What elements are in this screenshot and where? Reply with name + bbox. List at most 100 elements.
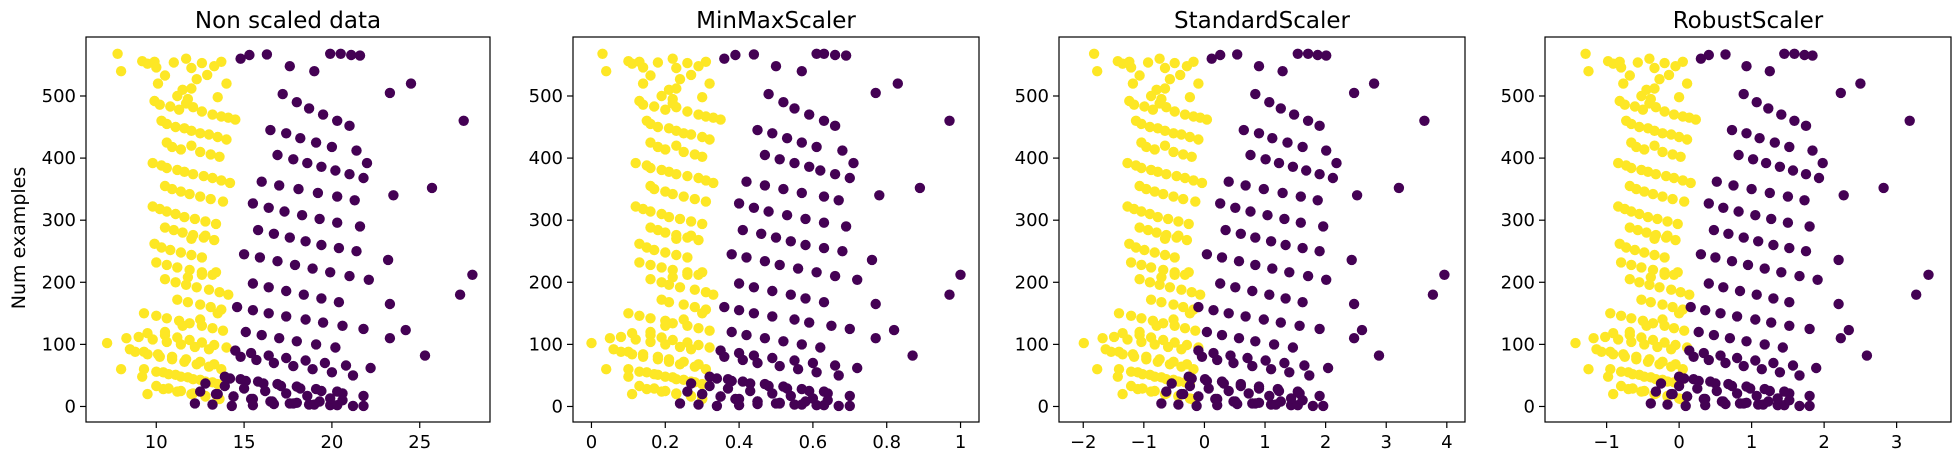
- y-tick-label: 200: [1501, 272, 1535, 293]
- data-point: [1688, 351, 1699, 362]
- data-point: [289, 259, 301, 271]
- data-point: [1208, 305, 1219, 316]
- data-point: [1228, 357, 1239, 369]
- data-point: [1663, 69, 1675, 81]
- data-point: [1652, 341, 1663, 353]
- data-point: [224, 177, 236, 189]
- data-point: [637, 78, 649, 89]
- data-point: [1835, 87, 1847, 99]
- data-point: [1183, 267, 1194, 278]
- data-point: [1297, 141, 1308, 153]
- data-point: [829, 120, 841, 131]
- data-point: [826, 320, 837, 331]
- data-point: [172, 262, 183, 273]
- data-point: [1223, 176, 1234, 187]
- data-point: [170, 277, 181, 288]
- chart-panel-standardscaler: −2 −1 0 1 2 3 4 0 100 200 300 400 500 StandardScaler: [1015, 8, 1466, 453]
- data-point: [159, 326, 171, 338]
- data-point: [792, 364, 804, 375]
- data-point: [1264, 390, 1275, 402]
- data-point: [781, 210, 793, 221]
- data-point: [1264, 97, 1275, 108]
- data-point: [1750, 210, 1761, 221]
- data-point: [1190, 196, 1201, 207]
- data-point: [205, 193, 216, 205]
- data-point: [1196, 177, 1208, 189]
- data-point: [363, 274, 374, 285]
- data-point: [216, 56, 227, 67]
- data-point: [759, 256, 771, 267]
- data-point: [1284, 367, 1295, 378]
- data-point: [205, 149, 216, 160]
- data-point: [818, 115, 830, 127]
- data-point: [337, 395, 348, 406]
- data-point: [1812, 274, 1823, 285]
- data-point: [1642, 166, 1654, 177]
- data-point: [1216, 252, 1228, 263]
- data-point: [159, 274, 171, 285]
- data-point: [351, 246, 362, 257]
- data-point: [719, 351, 730, 362]
- data-point: [1212, 400, 1223, 411]
- data-point: [333, 297, 345, 308]
- data-point: [1240, 180, 1251, 191]
- data-point: [1662, 399, 1673, 410]
- data-point: [1280, 239, 1291, 251]
- data-point: [161, 336, 172, 348]
- data-point: [1158, 188, 1169, 200]
- data-point: [829, 270, 841, 282]
- data-point: [1233, 333, 1245, 344]
- data-point: [1759, 339, 1770, 350]
- data-point: [660, 320, 671, 331]
- data-point: [268, 357, 280, 369]
- data-point: [693, 323, 704, 334]
- data-point: [1215, 198, 1226, 209]
- data-point: [1639, 339, 1650, 350]
- data-point: [281, 352, 292, 364]
- data-point: [1178, 301, 1189, 313]
- data-point: [291, 336, 302, 347]
- data-point: [645, 313, 656, 324]
- data-point: [1318, 221, 1329, 232]
- data-point: [219, 380, 230, 392]
- data-point: [195, 191, 206, 202]
- data-point: [800, 396, 811, 407]
- chart-title: Non scaled data: [195, 8, 381, 34]
- data-point: [1738, 232, 1749, 243]
- data-point: [689, 301, 700, 313]
- data-point: [1629, 244, 1641, 256]
- data-point: [138, 346, 150, 357]
- data-point: [1151, 320, 1162, 331]
- data-point: [1142, 224, 1154, 236]
- data-point: [1631, 183, 1642, 195]
- x-tick-label: 0.2: [651, 432, 680, 453]
- data-point: [1774, 367, 1786, 378]
- data-point: [115, 66, 127, 77]
- data-point: [202, 69, 213, 81]
- data-point: [291, 381, 302, 392]
- x-tick-label: 0.4: [725, 432, 754, 453]
- data-point: [663, 354, 675, 365]
- data-point: [133, 331, 144, 343]
- data-point: [1250, 232, 1261, 243]
- data-point: [1127, 349, 1139, 360]
- data-point: [219, 371, 230, 382]
- data-point: [1784, 395, 1795, 406]
- data-point: [1312, 49, 1323, 61]
- data-point: [892, 78, 903, 89]
- data-point: [419, 350, 431, 361]
- data-point: [161, 162, 172, 174]
- data-point: [337, 320, 348, 331]
- data-point: [1183, 218, 1194, 230]
- x-tick-label: 2: [1818, 432, 1829, 453]
- data-point: [1117, 328, 1128, 339]
- data-point: [1684, 289, 1695, 300]
- data-point: [1583, 66, 1594, 77]
- data-point: [752, 124, 763, 136]
- data-point: [161, 118, 172, 130]
- data-point: [184, 188, 195, 200]
- data-point: [1718, 282, 1729, 293]
- axes-frame: [1058, 36, 1466, 423]
- data-point: [212, 92, 223, 103]
- data-point: [1715, 308, 1726, 319]
